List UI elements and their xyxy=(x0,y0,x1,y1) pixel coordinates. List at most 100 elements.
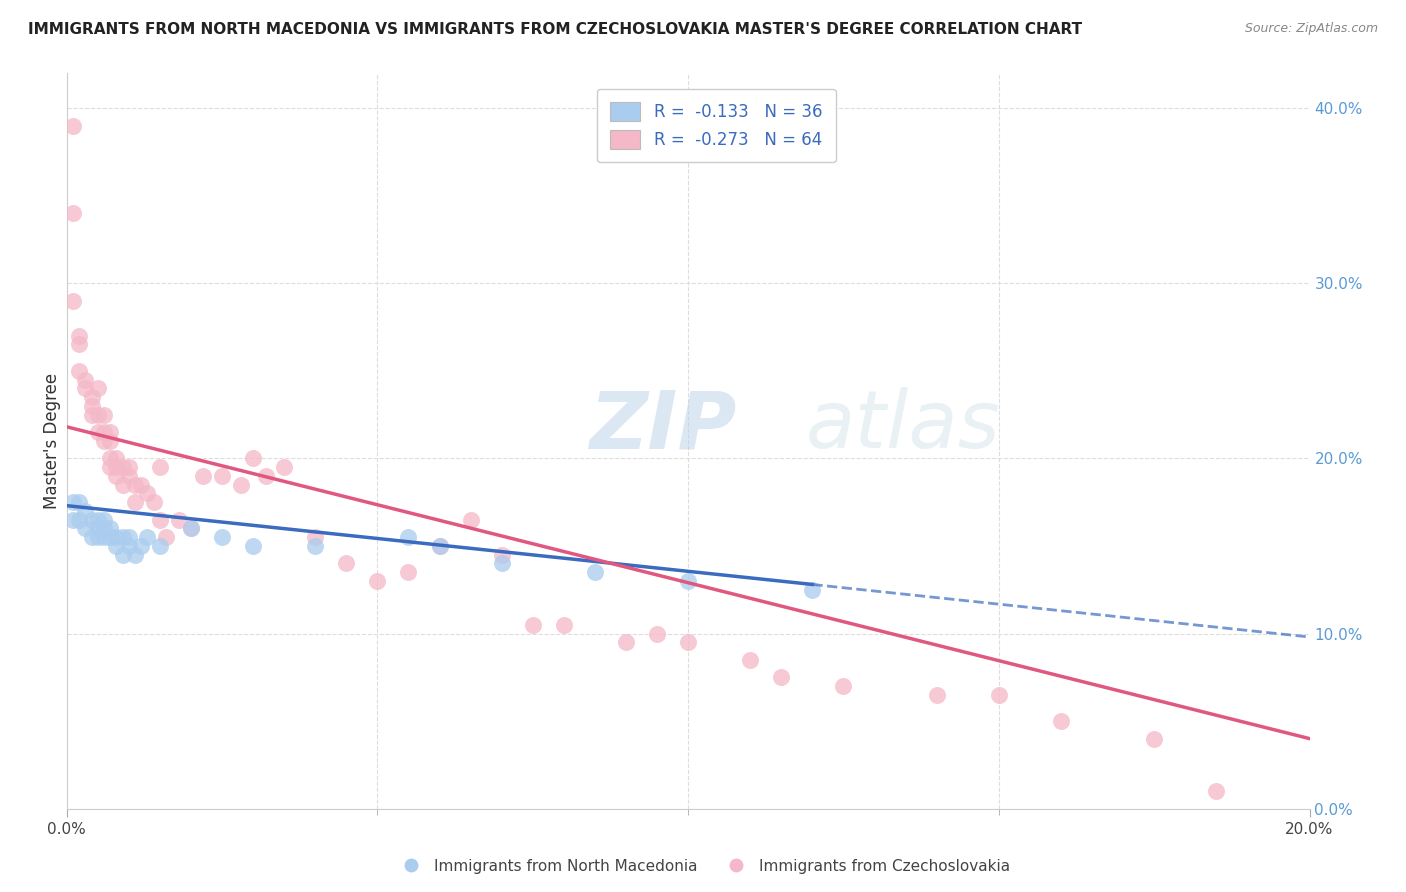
Point xyxy=(67,364,90,378)
Point xyxy=(93,408,115,422)
Point xyxy=(676,635,699,649)
Point xyxy=(304,539,326,553)
Point xyxy=(105,530,128,544)
Point xyxy=(118,530,141,544)
Point xyxy=(124,548,146,562)
Point xyxy=(155,530,177,544)
Point xyxy=(801,582,824,597)
Point xyxy=(80,408,103,422)
Point xyxy=(583,565,606,579)
Text: Source: ZipAtlas.com: Source: ZipAtlas.com xyxy=(1244,22,1378,36)
Point xyxy=(142,495,165,509)
Text: atlas: atlas xyxy=(806,387,1001,465)
Text: IMMIGRANTS FROM NORTH MACEDONIA VS IMMIGRANTS FROM CZECHOSLOVAKIA MASTER'S DEGRE: IMMIGRANTS FROM NORTH MACEDONIA VS IMMIG… xyxy=(28,22,1083,37)
Point xyxy=(335,557,357,571)
Point xyxy=(87,425,110,439)
Point xyxy=(93,513,115,527)
Text: ZIP: ZIP xyxy=(589,387,737,465)
Point xyxy=(136,486,159,500)
Point xyxy=(111,460,134,475)
Point xyxy=(87,408,110,422)
Point xyxy=(75,381,97,395)
Point xyxy=(75,521,97,535)
Point xyxy=(129,477,152,491)
Point xyxy=(429,539,451,553)
Point xyxy=(124,477,146,491)
Point xyxy=(832,679,855,693)
Point xyxy=(118,539,141,553)
Point xyxy=(105,451,128,466)
Point xyxy=(149,539,172,553)
Point xyxy=(98,530,121,544)
Point xyxy=(1143,731,1166,746)
Point xyxy=(987,688,1010,702)
Point xyxy=(87,381,110,395)
Point xyxy=(80,390,103,404)
Point xyxy=(491,548,513,562)
Point xyxy=(62,495,84,509)
Point xyxy=(67,328,90,343)
Point xyxy=(105,539,128,553)
Point xyxy=(129,539,152,553)
Point xyxy=(398,530,420,544)
Legend: R =  -0.133   N = 36, R =  -0.273   N = 64: R = -0.133 N = 36, R = -0.273 N = 64 xyxy=(598,88,835,162)
Point xyxy=(98,434,121,448)
Point xyxy=(98,521,121,535)
Point xyxy=(98,460,121,475)
Point xyxy=(149,460,172,475)
Point xyxy=(62,119,84,133)
Point xyxy=(770,670,793,684)
Point xyxy=(93,521,115,535)
Point xyxy=(124,495,146,509)
Point xyxy=(105,468,128,483)
Point xyxy=(111,477,134,491)
Point xyxy=(242,539,264,553)
Point xyxy=(167,513,190,527)
Point xyxy=(80,530,103,544)
Point xyxy=(211,468,233,483)
Point xyxy=(149,513,172,527)
Point xyxy=(62,293,84,308)
Point xyxy=(645,626,668,640)
Point xyxy=(62,513,84,527)
Point xyxy=(75,372,97,386)
Point xyxy=(211,530,233,544)
Point xyxy=(304,530,326,544)
Point xyxy=(67,337,90,351)
Point xyxy=(491,557,513,571)
Legend: Immigrants from North Macedonia, Immigrants from Czechoslovakia: Immigrants from North Macedonia, Immigra… xyxy=(389,853,1017,880)
Point xyxy=(1050,714,1073,728)
Point xyxy=(93,425,115,439)
Point xyxy=(366,574,388,588)
Point xyxy=(254,468,277,483)
Point xyxy=(118,460,141,475)
Point xyxy=(180,521,202,535)
Point xyxy=(614,635,637,649)
Point xyxy=(111,530,134,544)
Y-axis label: Master's Degree: Master's Degree xyxy=(44,373,60,508)
Point xyxy=(87,530,110,544)
Point xyxy=(740,653,762,667)
Point xyxy=(80,399,103,413)
Point xyxy=(118,468,141,483)
Point xyxy=(676,574,699,588)
Point xyxy=(180,521,202,535)
Point xyxy=(93,530,115,544)
Point xyxy=(105,460,128,475)
Point xyxy=(136,530,159,544)
Point xyxy=(67,495,90,509)
Point xyxy=(229,477,252,491)
Point xyxy=(429,539,451,553)
Point xyxy=(553,617,575,632)
Point xyxy=(87,521,110,535)
Point xyxy=(398,565,420,579)
Point xyxy=(98,451,121,466)
Point xyxy=(273,460,295,475)
Point xyxy=(111,548,134,562)
Point xyxy=(87,513,110,527)
Point xyxy=(93,434,115,448)
Point xyxy=(925,688,948,702)
Point xyxy=(67,513,90,527)
Point xyxy=(242,451,264,466)
Point xyxy=(522,617,544,632)
